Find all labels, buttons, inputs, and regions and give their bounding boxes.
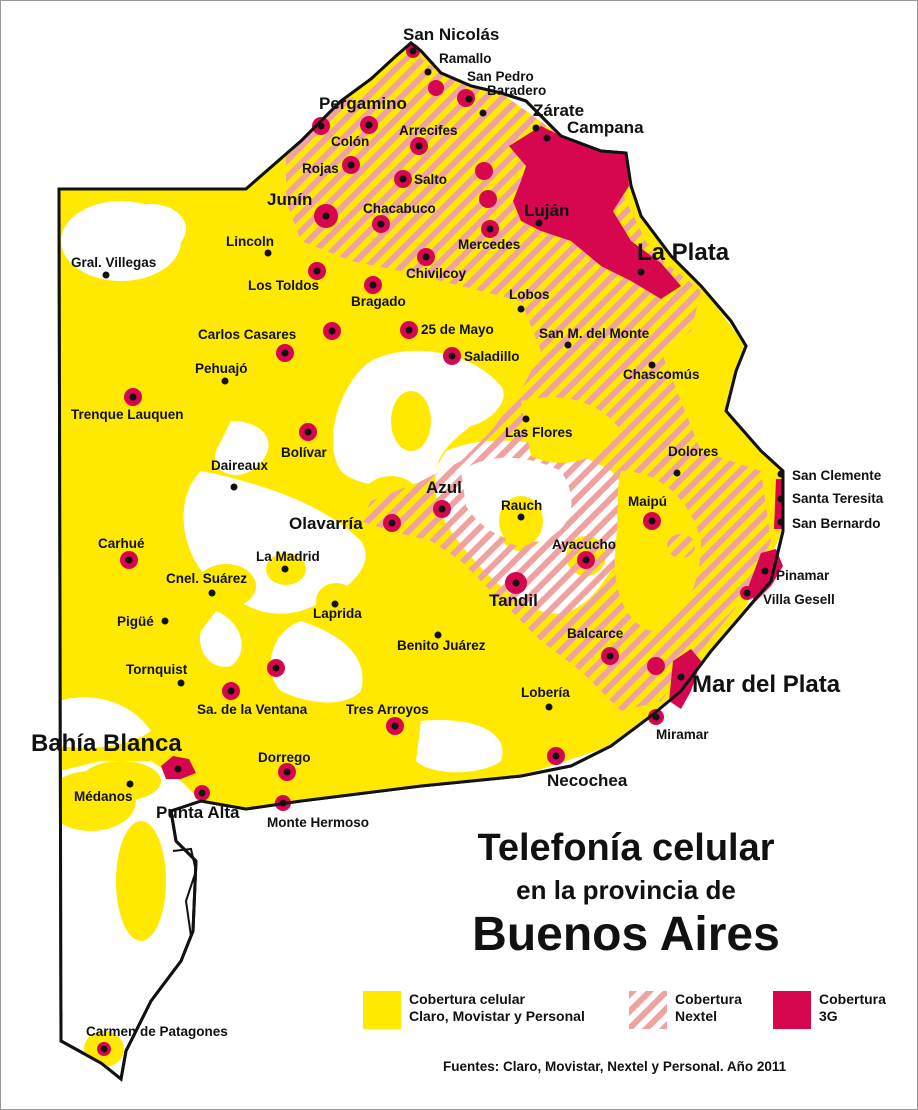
label-saladillo: Saladillo <box>464 349 520 364</box>
label-cnel-suarez: Cnel. Suárez <box>166 571 247 586</box>
legend-3g-swatch <box>773 991 811 1029</box>
label-balcarce: Balcarce <box>567 626 624 641</box>
label-25-de-mayo: 25 de Mayo <box>421 322 494 337</box>
label-las-flores: Las Flores <box>505 425 573 440</box>
city-labels: San Nicolás Ramallo San Pedro Baradero Z… <box>31 25 884 1039</box>
label-loberia: Lobería <box>521 685 570 700</box>
label-la-plata: La Plata <box>637 239 730 266</box>
label-mercedes: Mercedes <box>458 237 520 252</box>
coastline-inlet <box>172 847 198 937</box>
label-carmen-de-patagones: Carmen de Patagones <box>86 1024 228 1039</box>
label-tandil: Tandil <box>489 591 538 610</box>
label-gral-villegas: Gral. Villegas <box>71 255 156 270</box>
label-chivilcoy: Chivilcoy <box>406 266 467 281</box>
legend-nextel-swatch <box>629 991 667 1029</box>
province-border <box>57 41 785 1082</box>
label-baradero: Baradero <box>487 83 546 98</box>
label-necochea: Necochea <box>547 771 628 790</box>
nextel-coverage-layer <box>286 51 771 711</box>
label-mar-del-plata: Mar del Plata <box>692 671 841 698</box>
label-los-toldos: Los Toldos <box>248 278 319 293</box>
label-san-pedro: San Pedro <box>467 69 534 84</box>
label-chascomus: Chascomús <box>623 367 700 382</box>
source-note: Fuentes: Claro, Movistar, Nextel y Perso… <box>443 1059 787 1074</box>
label-sa-de-la-ventana: Sa. de la Ventana <box>197 702 308 717</box>
title-line-1: Telefonía celular <box>477 827 775 869</box>
label-san-m-del-monte: San M. del Monte <box>539 326 650 341</box>
label-chacabuco: Chacabuco <box>363 201 436 216</box>
label-salto: Salto <box>414 172 447 187</box>
label-tres-arroyos: Tres Arroyos <box>346 702 429 717</box>
label-carhue: Carhué <box>98 536 145 551</box>
label-rojas: Rojas <box>302 161 339 176</box>
label-punta-alta: Punta Alta <box>156 803 240 822</box>
label-colon: Colón <box>331 134 369 149</box>
legend-cellular-swatch <box>363 991 401 1029</box>
label-lincoln: Lincoln <box>226 234 274 249</box>
label-olavarria: Olavarría <box>289 514 363 533</box>
label-benito-juarez: Benito Juárez <box>397 638 486 653</box>
label-lujan: Luján <box>524 201 569 220</box>
label-laprida: Laprida <box>313 606 362 621</box>
label-pehuajo: Pehuajó <box>195 361 248 376</box>
label-villa-gesell: Villa Gesell <box>763 592 835 607</box>
label-campana: Campana <box>567 118 644 137</box>
label-zarate: Zárate <box>533 101 584 120</box>
label-pinamar: Pinamar <box>776 568 830 583</box>
legend-nextel-label: Cobertura Nextel <box>675 991 742 1024</box>
label-dorrego: Dorrego <box>258 750 311 765</box>
label-pigue: Pigüé <box>117 614 154 629</box>
label-azul: Azul <box>426 478 462 497</box>
label-tornquist: Tornquist <box>126 662 188 677</box>
label-dolores: Dolores <box>668 444 718 459</box>
label-carlos-casares: Carlos Casares <box>198 327 296 342</box>
label-junin: Junín <box>267 190 312 209</box>
label-bolivar: Bolívar <box>281 445 328 460</box>
label-arrecifes: Arrecifes <box>399 123 458 138</box>
legend-nextel: Cobertura Nextel <box>629 991 742 1029</box>
g3-coverage-layer <box>97 44 784 1056</box>
label-miramar: Miramar <box>656 727 709 742</box>
label-santa-teresita: Santa Teresita <box>792 491 884 506</box>
title-line-3: Buenos Aires <box>472 908 780 961</box>
label-medanos: Médanos <box>74 789 133 804</box>
title-line-2: en la provincia de <box>516 875 736 905</box>
label-bahia-blanca: Bahía Blanca <box>31 730 182 757</box>
label-monte-hermoso: Monte Hermoso <box>267 815 369 830</box>
legend-cellular: Cobertura celular Claro, Movistar y Pers… <box>363 991 585 1029</box>
label-lobos: Lobos <box>509 287 550 302</box>
label-la-madrid: La Madrid <box>256 549 320 564</box>
label-bragado: Bragado <box>351 294 406 309</box>
label-san-nicolas: San Nicolás <box>403 25 499 44</box>
label-trenque-lauquen: Trenque Lauquen <box>71 407 184 422</box>
legend-3g: Cobertura 3G <box>773 991 886 1029</box>
label-pergamino: Pergamino <box>319 94 407 113</box>
label-ramallo: Ramallo <box>439 51 492 66</box>
label-maipu: Maipú <box>628 494 667 509</box>
label-san-bernardo: San Bernardo <box>792 516 881 531</box>
city-dots <box>100 47 785 1053</box>
label-rauch: Rauch <box>501 498 542 513</box>
label-san-clemente: San Clemente <box>792 468 882 483</box>
legend-3g-label: Cobertura 3G <box>819 991 886 1024</box>
label-daireaux: Daireaux <box>211 458 269 473</box>
legend-cellular-label: Cobertura celular Claro, Movistar y Pers… <box>409 991 585 1024</box>
label-ayacucho: Ayacucho <box>552 537 616 552</box>
